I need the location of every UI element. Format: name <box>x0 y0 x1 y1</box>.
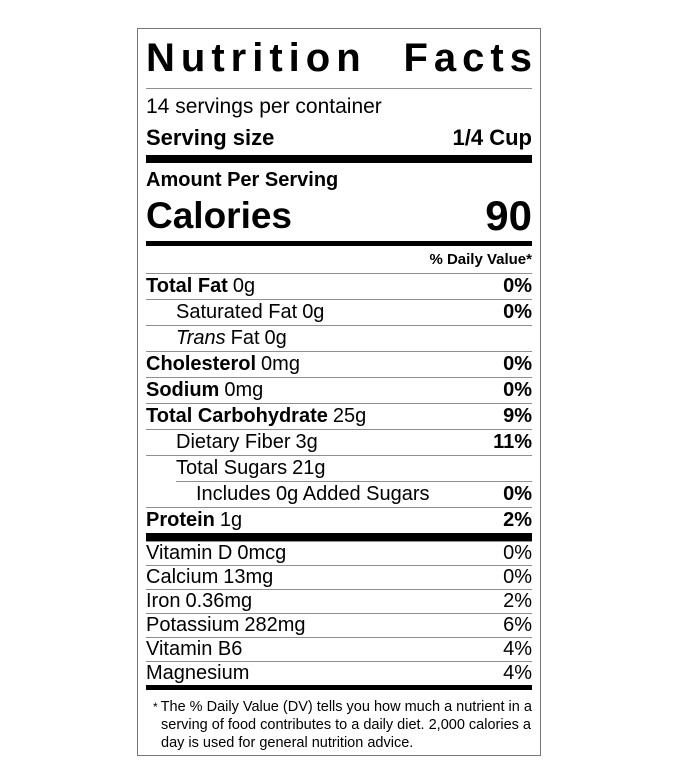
vitamin-dv: 4% <box>503 662 532 684</box>
vitamin-row-vitamin-d: Vitamin D 0mcg 0% <box>146 541 532 565</box>
separator-bar-medium-calories <box>146 241 532 246</box>
serving-size-label: Serving size <box>146 125 275 150</box>
vitamin-amount: 13mg <box>223 566 274 588</box>
separator-bar-thick-protein <box>146 533 532 541</box>
title-word-nutrition: Nutrition <box>146 36 367 80</box>
nutrient-amount: 21g <box>292 457 326 479</box>
nutrient-row-dietary-fiber: Dietary Fiber 3g 11% <box>146 429 532 455</box>
serving-size-row: Serving size 1/4 Cup <box>146 123 532 153</box>
nutrient-row-total-sugars: Total Sugars 21g <box>146 455 532 481</box>
vitamin-amount: 0mcg <box>237 542 287 564</box>
nutrient-row-trans-fat: Trans Fat 0g <box>146 325 532 351</box>
nutrient-amount: 0g <box>264 327 287 349</box>
nutrient-dv: 9% <box>503 405 532 427</box>
nutrient-name: Fat <box>230 327 260 349</box>
vitamin-dv: 0% <box>503 566 532 588</box>
nutrient-name: Total Carbohydrate <box>146 405 328 427</box>
vitamin-row-iron: Iron 0.36mg 2% <box>146 589 532 613</box>
daily-value-header: % Daily Value* <box>429 251 532 268</box>
vitamin-name: Calcium <box>146 566 219 588</box>
title-divider <box>146 88 532 89</box>
nutrient-amount: 3g <box>295 431 318 453</box>
nutrient-name: Saturated Fat <box>176 301 298 323</box>
nutrient-row-total-carbohydrate: Total Carbohydrate 25g 9% <box>146 403 532 429</box>
nutrient-dv: 0% <box>503 353 532 375</box>
vitamin-dv: 6% <box>503 614 532 636</box>
nutrient-name-italic: Trans <box>176 327 226 349</box>
nutrient-amount: 0g <box>302 301 325 323</box>
nutrient-dv: 11% <box>493 431 532 453</box>
vitamin-dv: 0% <box>503 542 532 564</box>
footnote: * The % Daily Value (DV) tells you how mu… <box>146 698 532 752</box>
nutrient-dv: 0% <box>503 301 532 323</box>
separator-bar-medium-bottom <box>146 685 532 690</box>
vitamin-row-calcium: Calcium 13mg 0% <box>146 565 532 589</box>
separator-bar-thick-top <box>146 155 532 163</box>
vitamin-name: Vitamin D <box>146 542 233 564</box>
nutrient-row-total-fat: Total Fat 0g 0% <box>146 273 532 299</box>
label-title: Nutrition Facts <box>146 34 532 82</box>
nutrient-name: Includes 0g Added Sugars <box>196 483 430 505</box>
nutrient-name: Total Sugars <box>176 457 288 479</box>
calories-row: Calories 90 <box>146 192 532 239</box>
vitamin-amount: 282mg <box>244 614 306 636</box>
nutrient-amount: 1g <box>219 509 243 531</box>
title-word-facts: Facts <box>403 36 538 80</box>
nutrient-row-saturated-fat: Saturated Fat 0g 0% <box>146 299 532 325</box>
nutrient-dv: 2% <box>503 509 532 531</box>
nutrient-row-sodium: Sodium 0mg 0% <box>146 377 532 403</box>
vitamin-row-magnesium: Magnesium 4% <box>146 661 532 685</box>
calories-value: 90 <box>485 192 532 239</box>
vitamin-row-potassium: Potassium 282mg 6% <box>146 613 532 637</box>
nutrient-dv: 0% <box>503 379 532 401</box>
nutrient-amount: 0g <box>232 275 256 297</box>
vitamin-name: Vitamin B6 <box>146 638 243 660</box>
vitamin-amount: 0.36mg <box>185 590 253 612</box>
nutrient-row-added-sugars: Includes 0g Added Sugars 0% <box>176 481 532 507</box>
nutrient-name: Protein <box>146 509 215 531</box>
footnote-text: The % Daily Value (DV) tells you how muc… <box>160 699 532 751</box>
nutrient-name: Dietary Fiber <box>176 431 291 453</box>
nutrient-row-cholesterol: Cholesterol 0mg 0% <box>146 351 532 377</box>
serving-size-value: 1/4 Cup <box>452 125 532 150</box>
nutrient-name: Total Fat <box>146 275 228 297</box>
nutrient-amount: 25g <box>332 405 367 427</box>
calories-label: Calories <box>146 195 293 236</box>
nutrition-facts-label: Nutrition Facts 14 servings per containe… <box>137 28 541 756</box>
nutrient-row-protein: Protein 1g 2% <box>146 507 532 533</box>
vitamin-name: Potassium <box>146 614 240 636</box>
vitamin-dv: 4% <box>503 638 532 660</box>
nutrient-name: Cholesterol <box>146 353 257 375</box>
vitamin-name: Iron <box>146 590 181 612</box>
amount-per-serving-label: Amount Per Serving <box>146 169 339 191</box>
nutrient-name: Sodium <box>146 379 220 401</box>
nutrient-dv: 0% <box>503 275 532 297</box>
servings-per-container: 14 servings per container <box>146 95 382 118</box>
nutrient-amount: 0mg <box>261 353 300 375</box>
nutrient-dv: 0% <box>503 483 532 505</box>
vitamin-row-vitamin-b6: Vitamin B6 4% <box>146 637 532 661</box>
nutrient-amount: 0mg <box>224 379 264 401</box>
footnote-asterisk: * <box>153 700 158 714</box>
vitamin-name: Magnesium <box>146 662 250 684</box>
vitamin-dv: 2% <box>503 590 532 612</box>
